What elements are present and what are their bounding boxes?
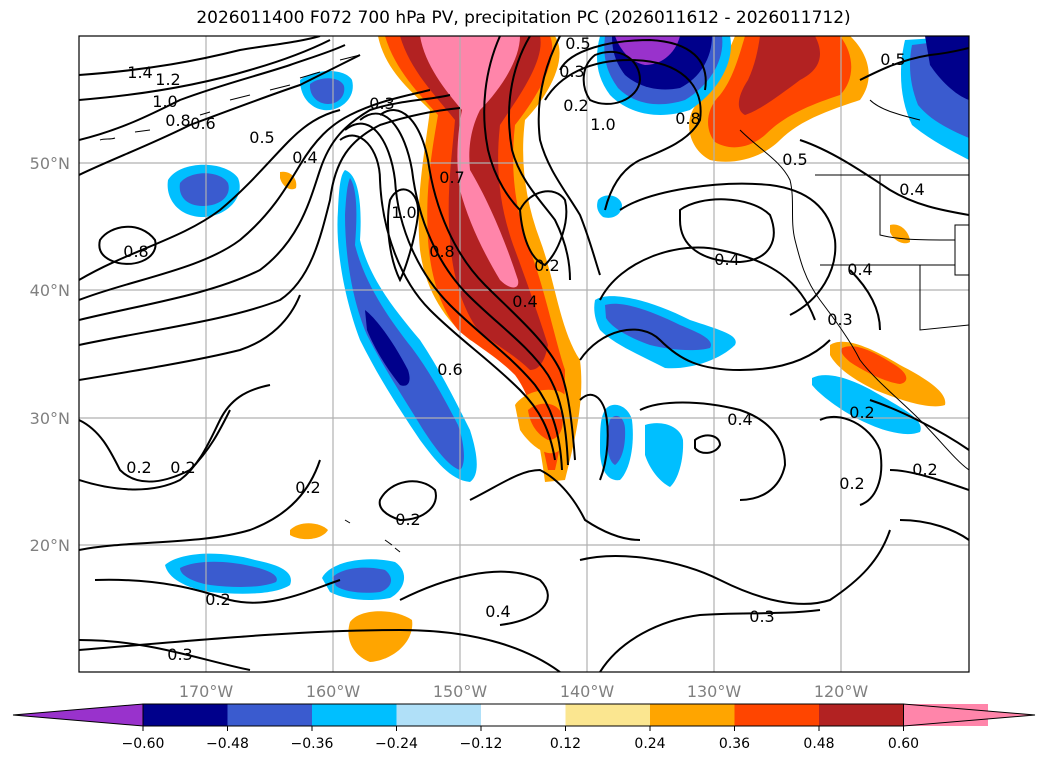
colorbar-tick-label: 0.12 bbox=[550, 736, 581, 752]
colorbar: −0.60 −0.48 −0.36 −0.24 −0.12 0.12 0.24 0.36 0.4… bbox=[12, 703, 1036, 752]
contour-label: 0.2 bbox=[563, 96, 588, 115]
colorbar-segment bbox=[650, 704, 735, 726]
shade-blob-7 bbox=[812, 375, 921, 435]
contour-label: 0.4 bbox=[727, 410, 752, 429]
shade-west-navy bbox=[365, 310, 410, 386]
colorbar-tick-label: 0.24 bbox=[634, 736, 665, 752]
contour-label: 0.8 bbox=[675, 109, 700, 128]
contour-label: 1.2 bbox=[155, 70, 180, 89]
contour-label: 1.0 bbox=[590, 115, 615, 134]
shade-blob-9-core bbox=[332, 567, 392, 593]
contour-label: 0.4 bbox=[714, 250, 739, 269]
shade-west-blue bbox=[345, 178, 464, 470]
shade-blob-4 bbox=[597, 195, 622, 218]
lat-label: 40°N bbox=[30, 281, 70, 300]
colorbar-tick-label: 0.48 bbox=[803, 736, 834, 752]
contour-label: 0.2 bbox=[205, 590, 230, 609]
contour-label: 0.5 bbox=[565, 34, 590, 53]
colorbar-segment bbox=[734, 704, 819, 726]
latitude-labels: 50°N 40°N 30°N 20°N bbox=[30, 154, 70, 555]
colorbar-tick-label: 0.60 bbox=[888, 736, 919, 752]
contour-label: 0.2 bbox=[170, 458, 195, 477]
contour-label: 0.7 bbox=[439, 168, 464, 187]
lat-label: 50°N bbox=[30, 154, 70, 173]
contour-label: 0.5 bbox=[782, 150, 807, 169]
longitude-labels: 170°W 160°W 150°W 140°W 130°W 120°W bbox=[179, 682, 869, 701]
contour-label: 1.4 bbox=[127, 63, 152, 82]
contour-label: 0.4 bbox=[847, 260, 872, 279]
shade-blob-8-core bbox=[180, 561, 277, 587]
map-frame bbox=[78, 35, 970, 673]
contour-label: 0.3 bbox=[559, 62, 584, 81]
colorbar-segment bbox=[143, 704, 228, 726]
colorbar-segment bbox=[227, 704, 312, 726]
shade-blob-1-core bbox=[179, 173, 229, 206]
shade-orange-blob-small bbox=[290, 523, 328, 540]
pv-contours bbox=[79, 36, 969, 672]
colorbar-segment bbox=[481, 704, 566, 726]
contour-label: 0.4 bbox=[899, 180, 924, 199]
colorbar-extend-low bbox=[12, 703, 144, 727]
colorbar-tick-label: 0.36 bbox=[719, 736, 750, 752]
shade-ne-darkred bbox=[738, 36, 820, 115]
shade-red-blob bbox=[528, 403, 563, 440]
contour-labels: 1.4 1.21.00.8 0.60.50.40.31.00.80.50.30.20… bbox=[123, 34, 937, 664]
lon-label: 160°W bbox=[306, 682, 361, 701]
lon-label: 150°W bbox=[433, 682, 488, 701]
shade-ne-purple bbox=[615, 36, 680, 65]
contour-label: 0.6 bbox=[437, 360, 462, 379]
contour-label: 0.8 bbox=[429, 242, 454, 261]
colorbar-segment bbox=[819, 704, 904, 726]
colorbar-segment bbox=[396, 704, 481, 726]
contour-label: 0.2 bbox=[849, 403, 874, 422]
lon-label: 170°W bbox=[179, 682, 234, 701]
contour-label: 0.2 bbox=[295, 478, 320, 497]
shade-right-navy bbox=[925, 36, 969, 100]
contour-label: 0.2 bbox=[126, 458, 151, 477]
colorbar-segment bbox=[565, 704, 650, 726]
contour-label: 0.3 bbox=[827, 310, 852, 329]
contour-label: 0.4 bbox=[512, 292, 537, 311]
shade-blob-2-core bbox=[309, 78, 345, 104]
contour-label: 0.2 bbox=[534, 256, 559, 275]
contour-label: 0.6 bbox=[190, 114, 215, 133]
contour-label: 0.3 bbox=[749, 607, 774, 626]
contour-label: 0.2 bbox=[912, 460, 937, 479]
shade-pink-core bbox=[420, 36, 520, 288]
colorbar-tick-label: −0.24 bbox=[375, 736, 418, 752]
lon-label: 130°W bbox=[687, 682, 742, 701]
colorbar-tick-label: −0.12 bbox=[460, 736, 503, 752]
contour-label: 0.4 bbox=[292, 148, 317, 167]
shade-blob-5-core bbox=[606, 415, 626, 465]
contour-label: 1.0 bbox=[391, 203, 416, 222]
colorbar-tick-label: −0.60 bbox=[122, 736, 165, 752]
lon-label: 120°W bbox=[814, 682, 869, 701]
contour-label: 0.4 bbox=[485, 602, 510, 621]
lat-label: 30°N bbox=[30, 409, 70, 428]
contour-label: 0.3 bbox=[369, 94, 394, 113]
lon-label: 140°W bbox=[560, 682, 615, 701]
contour-label: 0.2 bbox=[395, 510, 420, 529]
colorbar-segment bbox=[312, 704, 397, 726]
contour-label: 0.8 bbox=[123, 242, 148, 261]
colorbar-frame bbox=[142, 703, 904, 727]
contour-label: 0.5 bbox=[880, 50, 905, 69]
lat-label: 20°N bbox=[30, 536, 70, 555]
contour-label: 0.3 bbox=[167, 645, 192, 664]
coastline bbox=[99, 54, 969, 553]
contour-label: 1.0 bbox=[152, 92, 177, 111]
contour-label: 0.5 bbox=[249, 128, 274, 147]
contour-label: 0.8 bbox=[165, 111, 190, 130]
contour-label: 0.2 bbox=[839, 474, 864, 493]
shade-blob-6 bbox=[645, 423, 684, 487]
colorbar-tick-label: −0.36 bbox=[291, 736, 334, 752]
map-title: 2026011400 F072 700 hPa PV, precipitatio… bbox=[196, 8, 851, 28]
shade-orange-blob-sw bbox=[348, 611, 413, 662]
colorbar-tick-label: −0.48 bbox=[206, 736, 249, 752]
shade-blob-3-core bbox=[605, 303, 711, 351]
